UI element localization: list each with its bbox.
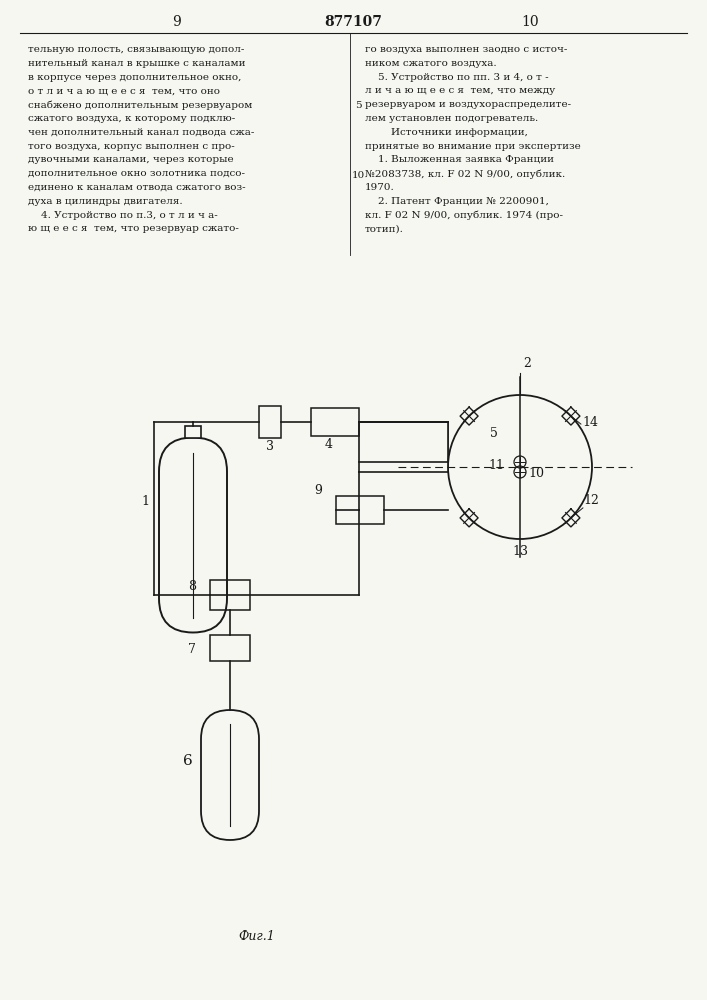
Text: 13: 13 <box>512 545 528 558</box>
Text: 2: 2 <box>523 357 531 370</box>
Bar <box>210 635 250 661</box>
Text: нительный канал в крышке с каналами: нительный канал в крышке с каналами <box>28 59 245 68</box>
Text: в корпусе через дополнительное окно,: в корпусе через дополнительное окно, <box>28 73 241 82</box>
Text: 14: 14 <box>583 416 599 429</box>
Bar <box>159 472 227 598</box>
Text: сжатого воздуха, к которому подклю-: сжатого воздуха, к которому подклю- <box>28 114 235 123</box>
Text: чен дополнительный канал подвода сжа-: чен дополнительный канал подвода сжа- <box>28 128 255 137</box>
Text: 4. Устройство по п.3, о т л и ч а-: 4. Устройство по п.3, о т л и ч а- <box>28 211 218 220</box>
Text: 8: 8 <box>188 580 196 593</box>
Text: 6: 6 <box>183 754 193 768</box>
Text: го воздуха выполнен заодно с источ-: го воздуха выполнен заодно с источ- <box>365 45 568 54</box>
Text: принятые во внимание при экспертизе: принятые во внимание при экспертизе <box>365 142 580 151</box>
Text: ником сжатого воздуха.: ником сжатого воздуха. <box>365 59 496 68</box>
Bar <box>210 580 250 610</box>
Text: о т л и ч а ю щ е е с я  тем, что оно: о т л и ч а ю щ е е с я тем, что оно <box>28 86 220 95</box>
Text: 1: 1 <box>141 495 149 508</box>
Text: того воздуха, корпус выполнен с про-: того воздуха, корпус выполнен с про- <box>28 142 235 151</box>
Text: 12: 12 <box>584 494 600 507</box>
Text: 9: 9 <box>173 15 182 29</box>
Text: 7: 7 <box>188 643 196 656</box>
Text: л и ч а ю щ е е с я  тем, что между: л и ч а ю щ е е с я тем, что между <box>365 86 555 95</box>
Text: 10: 10 <box>352 170 366 180</box>
Bar <box>311 408 359 436</box>
Text: дувочными каналами, через которые: дувочными каналами, через которые <box>28 155 233 164</box>
Text: 11: 11 <box>488 459 504 472</box>
Text: №2083738, кл. F 02 N 9/00, опублик.: №2083738, кл. F 02 N 9/00, опублик. <box>365 169 566 179</box>
Text: резервуаром и воздухораспределите-: резервуаром и воздухораспределите- <box>365 100 571 109</box>
Text: 1970.: 1970. <box>365 183 395 192</box>
Text: лем установлен подогреватель.: лем установлен подогреватель. <box>365 114 538 123</box>
Text: 10: 10 <box>528 467 544 480</box>
Bar <box>259 406 281 438</box>
Text: 10: 10 <box>521 15 539 29</box>
Text: 5: 5 <box>355 101 361 109</box>
Text: Фиг.1: Фиг.1 <box>238 930 275 943</box>
Text: 4: 4 <box>325 438 333 451</box>
Text: тельную полость, связывающую допол-: тельную полость, связывающую допол- <box>28 45 245 54</box>
Text: ю щ е е с я  тем, что резервуар сжато-: ю щ е е с я тем, что резервуар сжато- <box>28 224 239 233</box>
Text: 9: 9 <box>314 484 322 497</box>
Text: 2. Патент Франции № 2200901,: 2. Патент Франции № 2200901, <box>365 197 549 206</box>
Text: 1. Выложенная заявка Франции: 1. Выложенная заявка Франции <box>365 155 554 164</box>
Bar <box>336 496 384 524</box>
Text: духа в цилиндры двигателя.: духа в цилиндры двигателя. <box>28 197 182 206</box>
Text: тотип).: тотип). <box>365 224 404 233</box>
Text: 5: 5 <box>490 427 498 440</box>
Text: дополнительное окно золотника подсо-: дополнительное окно золотника подсо- <box>28 169 245 178</box>
Text: 5. Устройство по пп. 3 и 4, о т -: 5. Устройство по пп. 3 и 4, о т - <box>365 73 549 82</box>
Bar <box>185 426 201 438</box>
Text: единено к каналам отвода сжатого воз-: единено к каналам отвода сжатого воз- <box>28 183 245 192</box>
Text: снабжено дополнительным резервуаром: снабжено дополнительным резервуаром <box>28 100 252 110</box>
Text: 3: 3 <box>266 440 274 453</box>
Text: кл. F 02 N 9/00, опублик. 1974 (про-: кл. F 02 N 9/00, опублик. 1974 (про- <box>365 211 563 220</box>
Text: 877107: 877107 <box>324 15 382 29</box>
Text: Источники информации,: Источники информации, <box>365 128 528 137</box>
